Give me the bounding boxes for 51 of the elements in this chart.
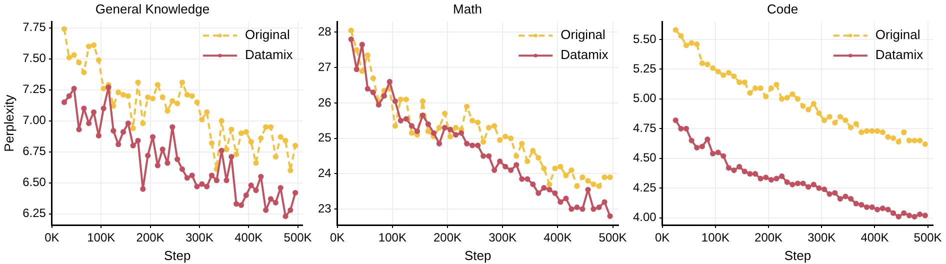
y-tick-label: 7.75 (22, 20, 46, 34)
y-tick-label: 4.50 (632, 150, 657, 165)
x-tick-label: 0K (330, 230, 345, 245)
y-tick-label: 25 (318, 130, 332, 145)
x-tick-label: 500K (598, 230, 627, 245)
y-tick-label: 5.00 (632, 91, 657, 106)
y-tick-label: 24 (318, 166, 332, 180)
x-tick-label: 400K (544, 230, 572, 245)
y-tick-label: 7.00 (22, 113, 46, 128)
x-tick-label: 200K (136, 230, 164, 245)
legend-label: Datamix (560, 47, 609, 62)
chart-title: Math (453, 1, 482, 16)
x-tick-label: 100K (378, 230, 406, 245)
x-tick-label: 300K (488, 230, 517, 245)
y-tick-label: 7.25 (22, 82, 46, 96)
y-tick-label: 23 (318, 201, 332, 216)
x-tick-label: 200K (434, 230, 462, 245)
x-tick-label: 200K (754, 230, 783, 245)
x-axis-title: Step (464, 248, 492, 263)
legend-label: Original (560, 27, 606, 42)
legend-label: Datamix (875, 47, 924, 62)
x-tick-label: 400K (860, 230, 889, 245)
x-axis-title: Step (784, 248, 812, 263)
x-tick-label: 100K (701, 230, 730, 245)
y-tick-label: 5.25 (632, 61, 657, 76)
x-tick-label: 500K (284, 230, 312, 245)
x-axis-title: Step (164, 248, 191, 263)
y-tick-label: 7.50 (22, 51, 46, 66)
y-tick-label: 27 (318, 60, 332, 74)
x-tick-label: 300K (808, 230, 836, 245)
chart-title: Code (766, 1, 798, 16)
legend-label: Original (875, 27, 920, 42)
y-tick-label: 6.50 (22, 175, 46, 190)
y-tick-label: 4.25 (632, 180, 657, 194)
chart-title: General Knowledge (95, 1, 210, 16)
x-tick-label: 500K (914, 230, 942, 245)
y-tick-label: 28 (318, 24, 332, 39)
y-tick-label: 6.25 (22, 206, 46, 220)
legend-label: Original (245, 27, 290, 42)
y-tick-label: 26 (318, 95, 332, 110)
legend-label: Datamix (245, 47, 294, 62)
x-tick-label: 0K (655, 230, 670, 245)
y-tick-label: 4.00 (632, 210, 657, 224)
x-tick-label: 400K (234, 230, 263, 245)
x-tick-label: 300K (185, 230, 214, 245)
y-axis-title: Perplexity (1, 94, 16, 152)
y-tick-label: 4.75 (632, 120, 657, 135)
x-tick-label: 0K (44, 230, 60, 245)
x-tick-label: 100K (87, 230, 116, 245)
y-tick-label: 5.50 (632, 32, 657, 46)
y-tick-label: 6.75 (22, 144, 46, 158)
